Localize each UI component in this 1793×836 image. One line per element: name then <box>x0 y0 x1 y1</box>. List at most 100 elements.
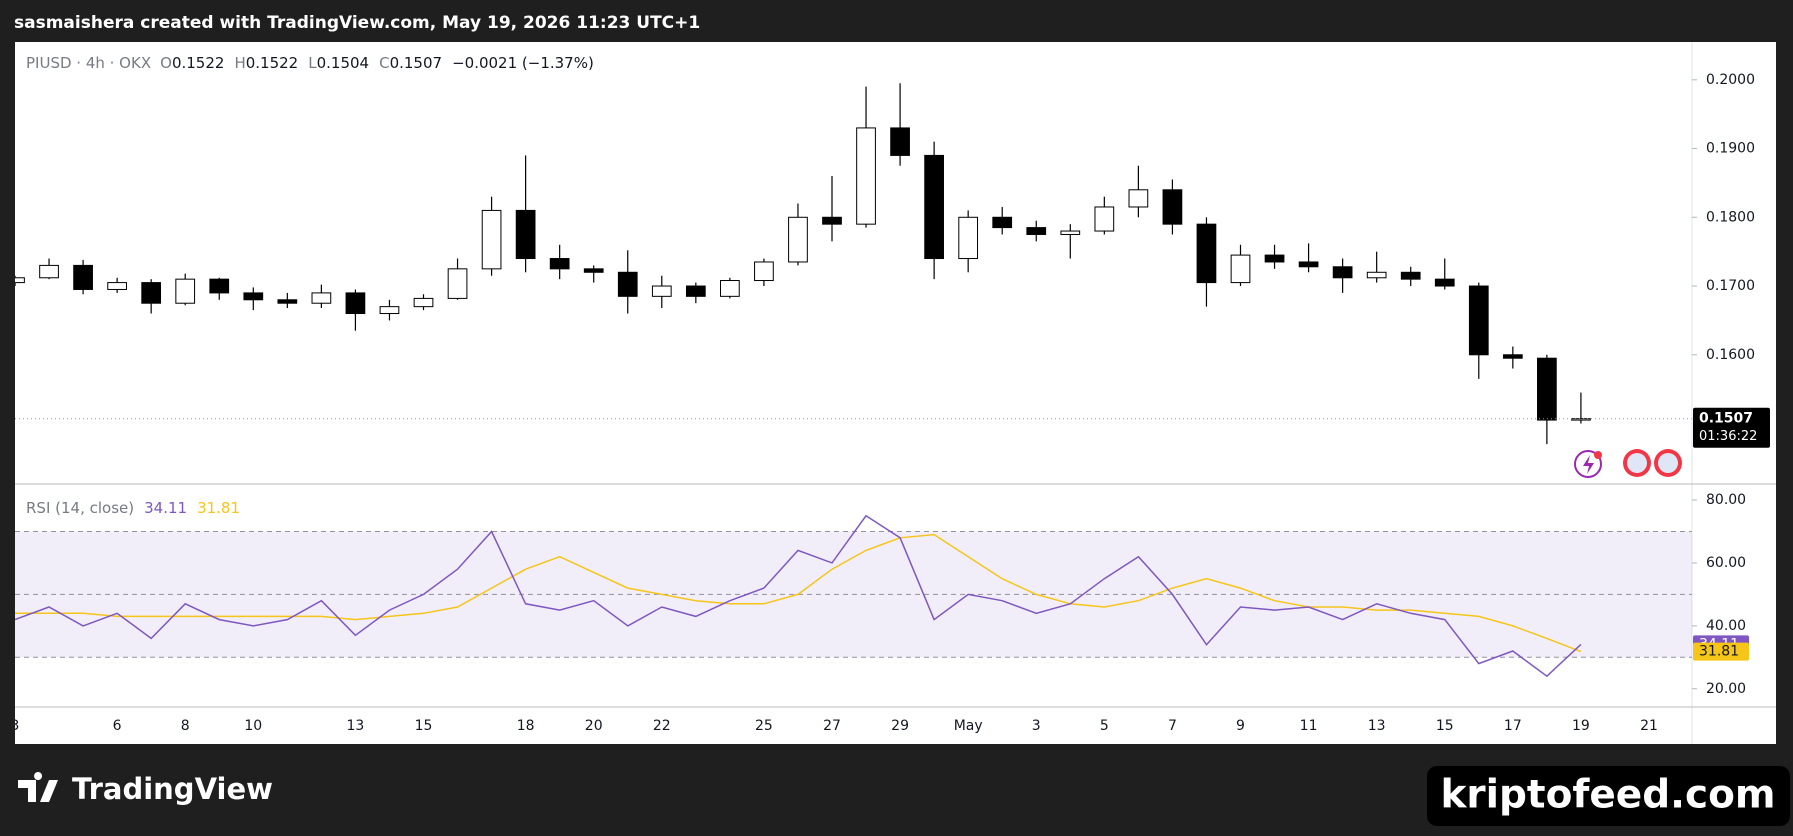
x-tick-label: 22 <box>653 718 671 734</box>
candle-body <box>345 292 366 315</box>
rsi-header: RSI (14, close) 34.11 31.81 <box>26 499 240 517</box>
candle-body <box>958 216 979 260</box>
x-tick-label: 25 <box>755 718 773 734</box>
watermark-box <box>1427 766 1790 826</box>
candle-body <box>1196 223 1217 284</box>
x-tick-label: 15 <box>1436 718 1454 734</box>
candle-body <box>992 216 1013 229</box>
candle-body <box>1502 354 1523 359</box>
candle-body <box>481 209 502 270</box>
x-tick-label: 20 <box>585 718 603 734</box>
x-tick-label: May <box>954 718 983 734</box>
candle-body <box>1434 278 1455 287</box>
chart-panel <box>15 42 1776 744</box>
candle-body <box>1128 189 1149 208</box>
candle-body <box>379 306 400 315</box>
ohlc-name: H <box>234 54 245 72</box>
candle-body <box>1468 285 1489 356</box>
rsi-value-label: 31.81 <box>1699 644 1739 660</box>
candle-body <box>1162 189 1183 225</box>
candle-body <box>1230 254 1251 284</box>
last-price-box <box>1693 407 1770 448</box>
y-tick-label: 60.00 <box>1706 555 1746 571</box>
candle-body <box>515 209 536 260</box>
rsi-title: RSI (14, close) <box>26 499 134 517</box>
candle-body <box>651 285 672 297</box>
ohlc-value: 0.1522 <box>172 54 225 72</box>
candle-body <box>1026 227 1047 235</box>
candle-body <box>141 282 162 304</box>
x-tick-label: 29 <box>891 718 909 734</box>
candle-body <box>209 278 230 294</box>
brand-text: TradingView <box>72 772 273 806</box>
flag <box>1627 453 1647 473</box>
ohlc-value: 0.1522 <box>246 54 299 72</box>
candle-body <box>617 271 638 297</box>
x-tick-label: 19 <box>1572 718 1590 734</box>
candle-body <box>685 285 706 297</box>
ohlc-name: L <box>308 54 317 72</box>
brand-logo <box>18 772 58 802</box>
ohlc-value: 0.1507 <box>390 54 443 72</box>
x-tick-label: 13 <box>347 718 365 734</box>
candle-body <box>15 277 25 284</box>
candle-body <box>1060 230 1081 235</box>
legend-header: PIUSD · 4h · OKX O0.1522 H0.1522 L0.1504 C0.… <box>26 54 594 72</box>
time-axis: 3 6 8 10 13 15 18 20 22 25 27 29 May 3 5 7 9 11 13 15 17 19 21 <box>15 718 1658 734</box>
last-price-label: 0.1507 <box>1699 411 1753 427</box>
candle-body <box>549 258 570 270</box>
candle-body <box>583 268 604 273</box>
flag <box>1658 453 1678 473</box>
candle-body <box>720 280 740 297</box>
rsi-line <box>15 533 1582 653</box>
candle-body <box>1094 206 1115 232</box>
rsi-line <box>15 514 1582 678</box>
candle-body <box>1366 271 1387 279</box>
candle-body <box>1537 357 1557 421</box>
ohlc-name: O <box>160 54 172 72</box>
rsi-value: 31.81 <box>197 499 240 517</box>
x-tick-label: 3 <box>1032 718 1041 734</box>
candle-body <box>1571 418 1591 421</box>
countdown: 01:36:22 <box>1699 429 1757 444</box>
candle-body <box>788 216 808 263</box>
x-tick-label: 18 <box>517 718 535 734</box>
candle-body <box>175 278 196 304</box>
candle-body <box>1264 254 1285 263</box>
candle-body <box>924 154 944 260</box>
y-tick-label: 0.2000 <box>1706 72 1755 88</box>
alert-icon[interactable] <box>1574 450 1602 478</box>
candle-body <box>107 282 127 290</box>
x-tick-label: 9 <box>1236 718 1245 734</box>
x-tick-label: 17 <box>1504 718 1522 734</box>
y-tick-label: 0.1600 <box>1706 347 1755 363</box>
candle-body <box>1332 266 1353 279</box>
y-tick-label: 20.00 <box>1706 681 1746 697</box>
x-tick-label: 13 <box>1368 718 1386 734</box>
candle-body <box>754 261 774 282</box>
y-tick-label: 40.00 <box>1706 618 1746 634</box>
candle-body <box>856 127 876 225</box>
candle-body <box>822 216 842 225</box>
x-tick-label: 21 <box>1640 718 1658 734</box>
y-tick-label: 0.1900 <box>1706 141 1755 157</box>
candle-body <box>1298 261 1319 268</box>
candle-body <box>413 297 434 308</box>
y-tick-label: 0.1700 <box>1706 278 1755 294</box>
x-tick-label: 11 <box>1300 718 1318 734</box>
candle-body <box>73 264 93 290</box>
x-tick-label: 8 <box>181 718 190 734</box>
y-tick-label: 0.1800 <box>1706 209 1755 225</box>
change: −0.0021 (−1.37%) <box>452 54 594 72</box>
candle-body <box>277 299 298 304</box>
x-tick-label: 5 <box>1100 718 1109 734</box>
x-tick-label: 6 <box>113 718 122 734</box>
x-tick-label: 27 <box>823 718 841 734</box>
rsi-value-box <box>1693 642 1749 661</box>
ohlc-value: 0.1504 <box>317 54 370 72</box>
symbol-title: PIUSD · 4h · OKX <box>26 54 151 72</box>
candle-body <box>1400 271 1421 280</box>
x-tick-label: 10 <box>244 718 262 734</box>
candle-body <box>311 292 332 304</box>
